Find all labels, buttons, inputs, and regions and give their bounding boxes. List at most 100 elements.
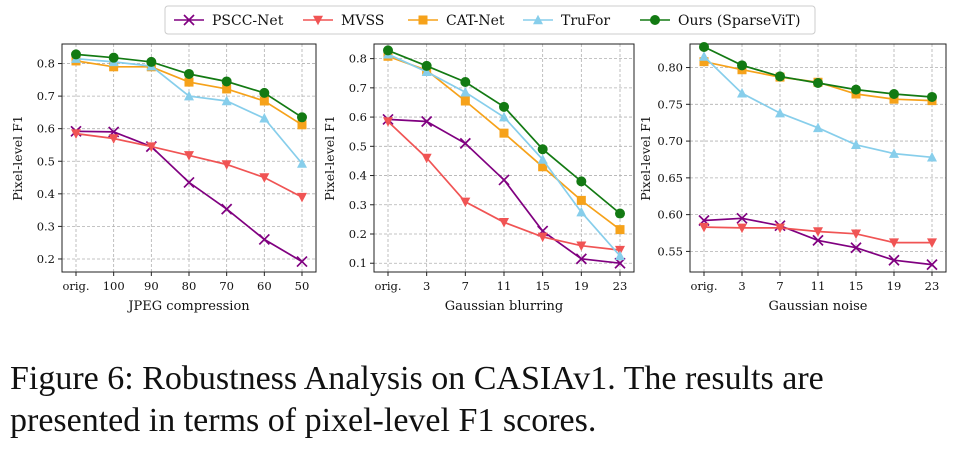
data-point [813,77,823,88]
x-tick-label: 50 [295,279,310,293]
data-point [889,238,899,248]
data-point [108,134,119,144]
x-tick-label: 15 [849,279,864,293]
data-point [221,95,232,106]
data-point [108,52,119,63]
y-tick-label: 0.7 [349,81,367,95]
data-point [421,66,432,77]
legend-item-pscc-net: PSCC-Net [174,13,284,29]
y-axis-label: Pixel-level F1 [322,115,337,201]
data-point [850,242,862,254]
data-point [576,176,587,187]
data-point [499,128,509,138]
x-axis-label: JPEG compression [126,299,250,314]
chart-panels: 0.2 0.3 0.4 0.5 0.6 0.7 0.8 orig. 100 90 80 70 60 50 J… [10,41,947,314]
legend-marker [183,14,195,26]
data-point [184,151,194,161]
data-point [183,176,195,189]
data-point [699,51,709,61]
y-axis-label: Pixel-level F1 [638,115,653,201]
data-point [699,222,709,233]
series-mvss [383,117,625,256]
data-point [889,148,899,158]
series-ours-sparsevit [699,41,937,102]
series-mvss [699,222,937,248]
data-point [221,76,232,87]
y-tick-label: 0.5 [349,139,367,153]
y-tick-label: 0.5 [37,154,55,168]
data-point [109,62,119,72]
data-point [889,94,899,104]
x-tick-label: 3 [423,279,430,293]
data-point [221,203,233,215]
data-point [499,111,509,122]
data-point [926,259,938,271]
data-point [615,208,625,219]
data-point [460,197,471,208]
x-tick-label: 7 [462,279,469,293]
data-point [538,162,548,172]
data-point [459,137,471,149]
x-axis-label: Gaussian noise [769,299,868,314]
legend-label: CAT-Net [446,13,505,29]
data-point [537,232,548,243]
data-point [297,158,307,168]
data-point [421,115,433,128]
data-point [575,253,587,265]
x-tick-label: 11 [497,279,512,293]
y-tick-label: 0.7 [37,89,55,103]
series-trufor [383,48,625,261]
x-tick-label: 7 [776,279,783,293]
data-point [775,71,785,82]
legend-label: MVSS [341,13,384,29]
legend-marker [533,14,543,25]
series-trufor [699,51,937,162]
x-tick-label: 19 [887,279,902,293]
axes-frame [373,43,635,273]
y-tick-label: 0.8 [37,57,55,71]
figure-caption: Figure 6: Robustness Analysis on CASIAv1… [10,358,965,442]
data-point [259,87,270,98]
data-point [259,96,269,106]
x-tick-label: 19 [574,279,589,293]
data-point [297,120,307,130]
legend-label: PSCC-Net [212,13,284,29]
data-point [927,91,937,102]
y-tick-label: 0.80 [657,61,683,75]
data-point [736,212,748,224]
legend-item-ours-sparsevit: Ours (SparseViT) [640,13,801,29]
data-point [421,60,432,71]
data-point [498,174,510,186]
y-tick-label: 0.75 [657,97,683,111]
y-tick-label: 0.3 [349,198,367,212]
x-tick-label: 23 [613,279,628,293]
data-point [259,113,270,123]
data-point [537,154,548,164]
x-tick-label: 11 [811,279,826,293]
data-point [699,57,709,67]
legend-frame [164,5,816,35]
data-point [851,84,861,95]
data-point [775,223,785,234]
data-point [71,129,81,139]
y-tick-label: 0.6 [349,110,367,124]
legend-label: Ours (SparseViT) [678,13,801,29]
series-ours-sparsevit [71,49,307,123]
data-point [737,88,747,98]
data-point [221,160,232,170]
data-point [927,152,937,162]
series-ours-sparsevit [383,45,625,219]
chart-panel-1: 0.2 0.3 0.4 0.5 0.6 0.7 0.8 orig. 100 90 80 70 60 50 J… [10,43,317,314]
x-tick-label: orig. [374,279,401,293]
chart-panel-3: 0.55 0.60 0.65 0.70 0.75 0.80 orig. 3 7 11 15 19 23 G… [638,41,947,314]
data-point [71,49,81,60]
legend-item-cat-net: CAT-Net [408,13,505,29]
data-point [296,255,308,268]
data-point [889,89,899,100]
legend-marker [313,15,323,26]
data-point [146,142,157,152]
data-point [813,227,823,237]
x-tick-label: 70 [219,279,234,293]
data-point [927,238,937,248]
caption-line-2: presented in terms of pixel-level F1 sco… [10,402,597,439]
